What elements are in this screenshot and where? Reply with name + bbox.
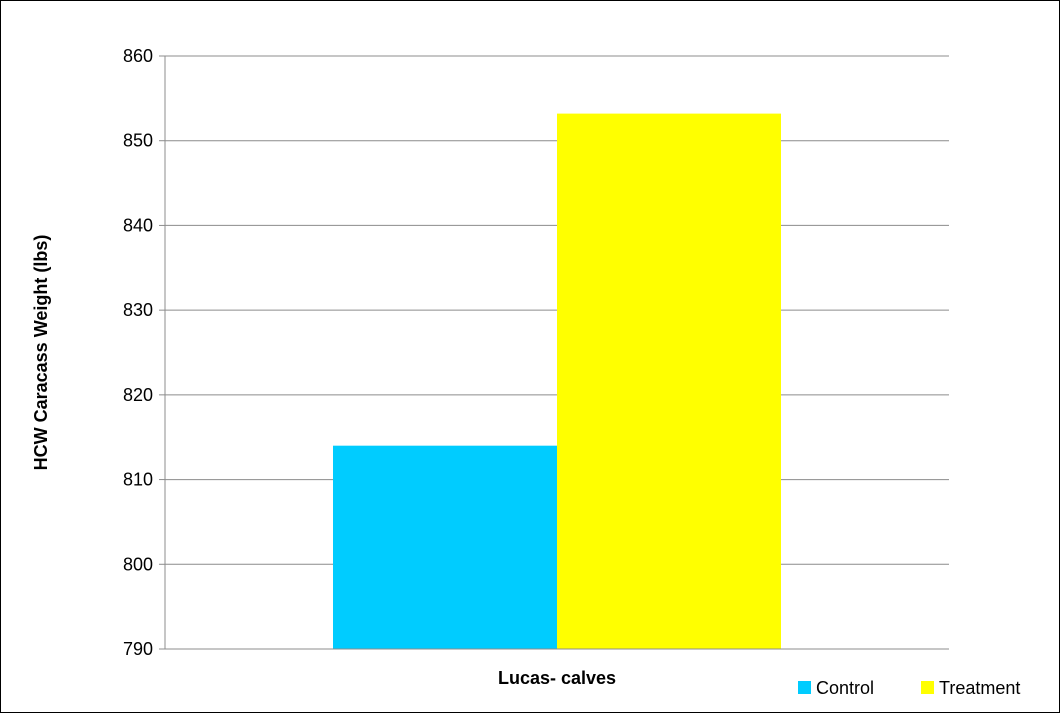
y-tick-label: 820 bbox=[123, 385, 153, 405]
y-tick-label: 790 bbox=[123, 639, 153, 659]
bars bbox=[333, 113, 781, 649]
y-axis-ticks: 790 800 810 820 830 840 850 860 bbox=[123, 46, 165, 659]
legend: Control Treatment bbox=[798, 678, 1020, 698]
y-tick-label: 860 bbox=[123, 46, 153, 66]
y-tick-label: 840 bbox=[123, 215, 153, 235]
y-tick-label: 800 bbox=[123, 554, 153, 574]
legend-label-treatment: Treatment bbox=[939, 678, 1020, 698]
y-tick-label: 810 bbox=[123, 470, 153, 490]
bar-control bbox=[333, 445, 557, 649]
x-axis-label: Lucas- calves bbox=[498, 668, 616, 688]
y-tick-label: 850 bbox=[123, 131, 153, 151]
y-tick-label: 830 bbox=[123, 300, 153, 320]
legend-swatch-treatment bbox=[921, 681, 934, 694]
legend-swatch-control bbox=[798, 681, 811, 694]
legend-label-control: Control bbox=[816, 678, 874, 698]
y-axis-label: HCW Caracass Weight (lbs) bbox=[31, 235, 51, 471]
bar-treatment bbox=[557, 113, 781, 649]
